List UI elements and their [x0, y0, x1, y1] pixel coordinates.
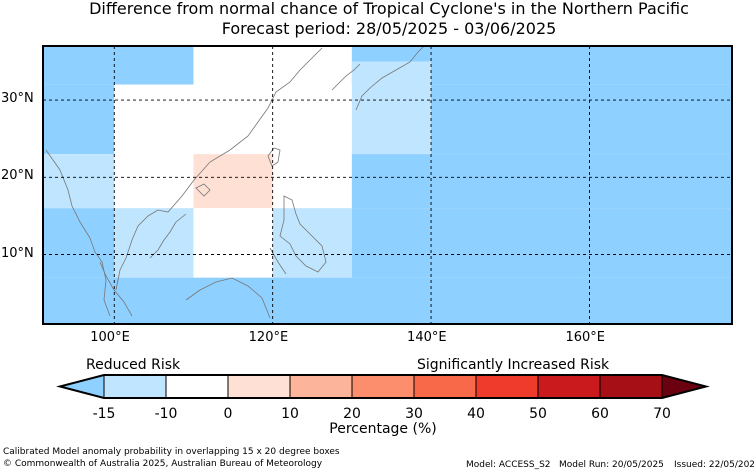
colorbar-tick-label: 0	[223, 406, 233, 422]
cell-12	[351, 154, 732, 209]
coastlines	[45, 45, 425, 319]
colorbar-bin-4	[351, 374, 415, 399]
cell-15	[193, 208, 273, 278]
cell-17	[351, 208, 732, 278]
cell-9	[114, 154, 194, 209]
lon-label: 120°E	[248, 330, 289, 345]
colorbar	[56, 374, 710, 399]
colorbar-tick-label: 60	[591, 406, 609, 422]
cell-3	[43, 84, 115, 155]
colorbar-tick-label: 10	[281, 406, 299, 422]
cell-11	[272, 154, 352, 209]
cell-5	[351, 84, 432, 155]
colorbar-bin-0	[103, 374, 167, 399]
colorbar-tick-label: 30	[405, 406, 423, 422]
footer-note: Calibrated Model anomaly probability in …	[3, 447, 340, 457]
probability-cells	[43, 46, 732, 324]
footer-model: Model: ACCESS_S2	[466, 460, 551, 470]
colorbar-high-extend	[661, 374, 708, 399]
cell-0	[43, 46, 194, 85]
colorbar-xlabel: Percentage (%)	[329, 421, 437, 437]
colorbar-outline	[56, 374, 710, 399]
colorbar-tick-label: 20	[343, 406, 361, 422]
chart-title: Difference from normal chance of Tropica…	[89, 0, 689, 18]
lat-label: 20°N	[1, 168, 34, 184]
lat-label: 30°N	[1, 91, 34, 107]
cell-10	[193, 154, 273, 209]
colorbar-bin-6	[475, 374, 539, 399]
lon-label: 160°E	[565, 330, 605, 345]
cell-14	[114, 208, 194, 278]
gridlines	[43, 46, 732, 324]
footer-run: Model Run: 20/05/2025	[559, 460, 664, 470]
footer-copyright: © Commonwealth of Australia 2025, Austra…	[3, 459, 323, 469]
colorbar-tick-label: -15	[92, 406, 116, 422]
cell-6	[431, 84, 732, 155]
lat-label: 10°N	[1, 245, 34, 261]
colorbar-tick-label: -10	[154, 406, 178, 422]
coastline-hainan	[195, 183, 211, 197]
colorbar-bin-1	[165, 374, 229, 399]
increased-risk-label: Significantly Increased Risk	[417, 357, 610, 373]
coastline-borneo	[185, 277, 271, 319]
coastline-malaysia	[99, 261, 133, 317]
colorbar-tick-label: 70	[653, 406, 671, 422]
colorbar-tick-label: 40	[467, 406, 485, 422]
cell-4	[114, 84, 352, 155]
lon-label: 140°E	[407, 330, 447, 345]
colorbar-low-extend	[58, 374, 105, 399]
chart-subtitle: Forecast period: 28/05/2025 - 03/06/2025	[221, 19, 557, 38]
cell-18	[43, 277, 732, 324]
colorbar-bin-5	[413, 374, 477, 399]
coastline-asia	[45, 47, 323, 317]
reduced-risk-label: Reduced Risk	[86, 357, 181, 373]
coastline-japan	[331, 45, 425, 111]
lon-label: 100°E	[90, 330, 130, 345]
map-frame	[42, 45, 733, 325]
colorbar-tick-label: 50	[529, 406, 547, 422]
colorbar-bin-7	[537, 374, 601, 399]
colorbar-bin-8	[599, 374, 663, 399]
cell-8	[43, 154, 115, 209]
colorbar-bin-3	[289, 374, 353, 399]
colorbar-bin-2	[227, 374, 291, 399]
footer-issued: Issued: 22/05/2025	[674, 460, 755, 470]
cell-16	[272, 208, 352, 278]
